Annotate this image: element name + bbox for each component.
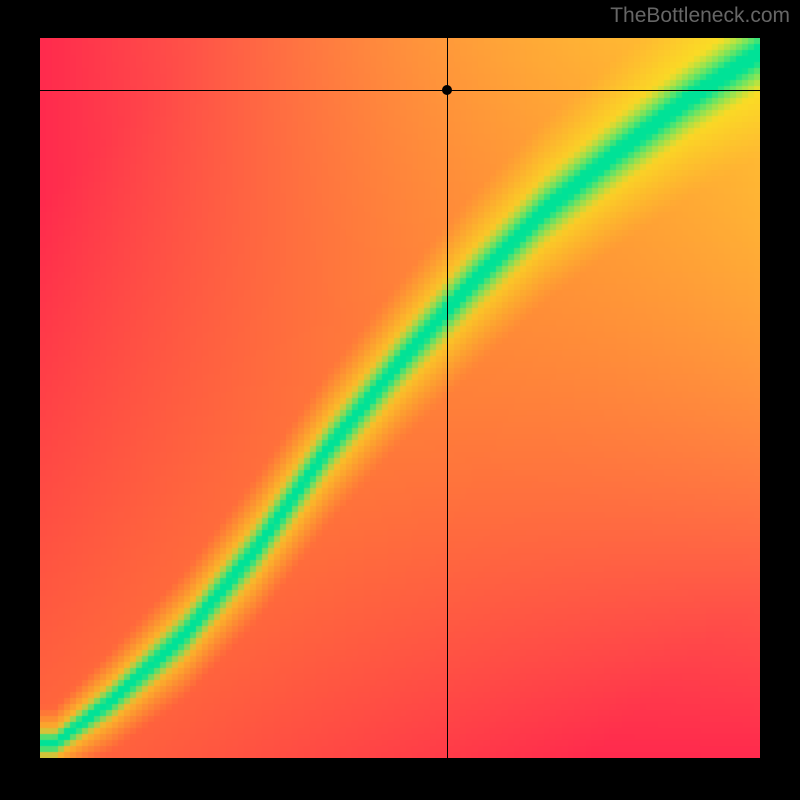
crosshair-marker <box>442 85 452 95</box>
heatmap-canvas <box>40 38 760 758</box>
crosshair-vertical <box>447 38 448 758</box>
crosshair-horizontal <box>40 90 760 91</box>
bottleneck-heatmap <box>40 38 760 758</box>
attribution-text: TheBottleneck.com <box>610 4 790 28</box>
